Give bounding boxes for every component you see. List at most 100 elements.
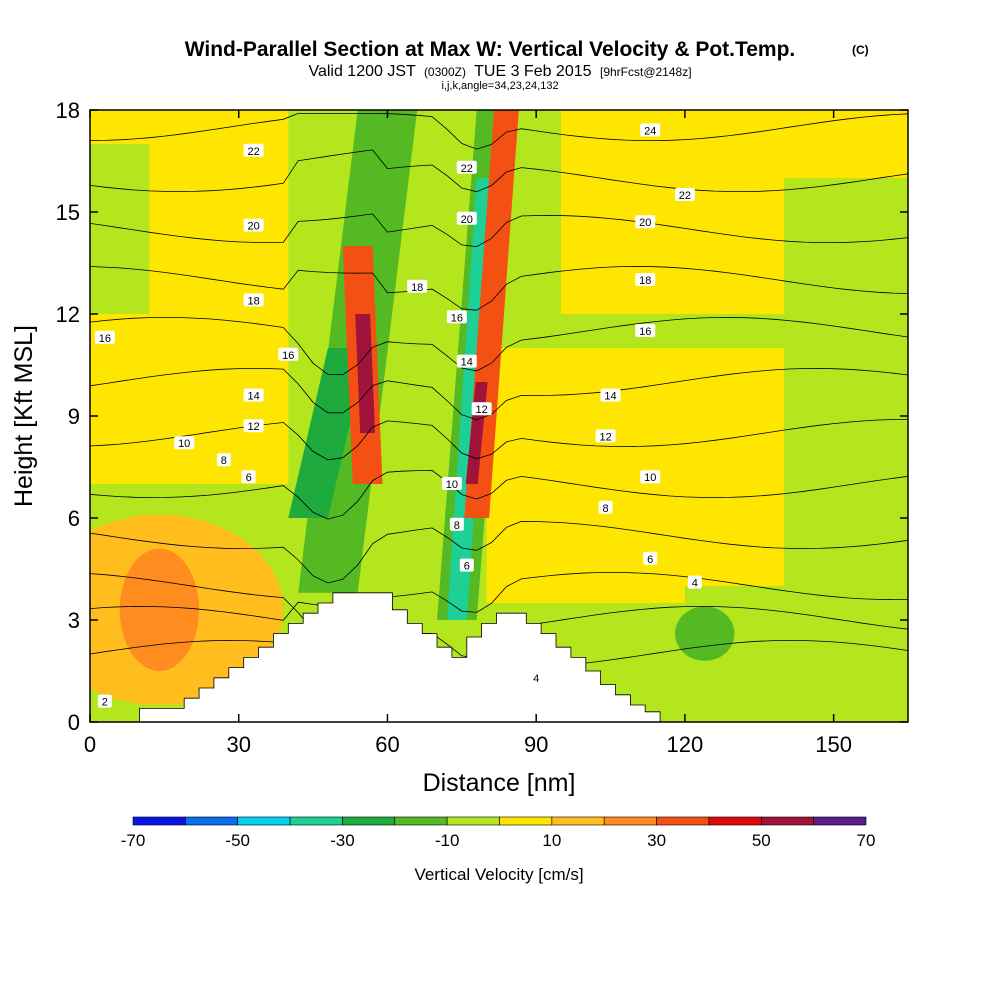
contour-label: 16: [278, 347, 299, 362]
contour-label: 8: [598, 500, 613, 515]
chart-title-mark: (C): [852, 43, 869, 57]
colorbar-swatch: [551, 816, 605, 826]
colorbar-swatch: [342, 816, 396, 826]
colorbar-tick-label: 30: [647, 831, 666, 850]
y-tick-label: 18: [56, 98, 80, 123]
plot-area: 2468101214161820222416468101214161820221…: [90, 110, 908, 722]
contour-label: 22: [456, 160, 477, 175]
svg-text:6: 6: [246, 472, 252, 484]
contour-label: 10: [441, 477, 462, 491]
subtitle-utc: (0300Z): [424, 65, 466, 79]
colorbar-tick-label: 10: [542, 831, 561, 850]
contour-label: 12: [471, 402, 492, 416]
subtitle-valid: Valid 1200 JST: [308, 63, 416, 80]
contour-label: 10: [640, 470, 661, 484]
svg-text:16: 16: [282, 350, 294, 362]
downdraft-blob: [674, 606, 735, 661]
svg-text:12: 12: [247, 421, 259, 433]
colorbar-tick-label: 70: [857, 831, 876, 850]
contour-label: 14: [243, 388, 264, 403]
colorbar-tick-label: -30: [330, 831, 355, 850]
theta-contour: [90, 419, 908, 461]
svg-text:10: 10: [644, 472, 656, 484]
y-tick-label: 3: [68, 608, 80, 633]
contour-label: 18: [407, 279, 428, 294]
svg-text:24: 24: [644, 125, 656, 137]
colorbar-swatch: [603, 816, 657, 826]
theta-contour: [90, 113, 908, 150]
contour-label: 20: [635, 215, 656, 229]
y-tick-label: 12: [56, 302, 80, 327]
svg-text:4: 4: [692, 578, 698, 590]
theta-contour: [90, 367, 908, 421]
svg-text:4: 4: [533, 673, 539, 685]
y-tick-label: 9: [68, 404, 80, 429]
colorbar-swatch: [394, 816, 448, 826]
svg-text:6: 6: [647, 554, 653, 566]
contour-label: 16: [446, 310, 467, 324]
velocity-band: [784, 178, 908, 586]
colorbar-swatch: [656, 816, 710, 826]
y-tick-label: 15: [56, 200, 80, 225]
contour-label: 4: [687, 575, 702, 590]
colorbar-tick-label: 50: [752, 831, 771, 850]
svg-text:8: 8: [221, 455, 227, 467]
svg-text:22: 22: [461, 163, 473, 175]
colorbar-tick-label: -70: [121, 831, 146, 850]
svg-text:2: 2: [102, 697, 108, 709]
colorbar-swatch: [708, 816, 762, 826]
theta-contour: [90, 149, 908, 193]
contour-label: 6: [241, 470, 256, 484]
contour-label: 8: [449, 517, 464, 532]
contour-label: 12: [595, 429, 616, 443]
svg-text:10: 10: [178, 438, 190, 450]
y-axis-label: Height [Kft MSL]: [10, 325, 38, 507]
contour-label: 6: [643, 551, 658, 566]
svg-text:6: 6: [464, 561, 470, 573]
contour-label: 22: [243, 143, 264, 158]
contour-label: 16: [635, 324, 656, 338]
chart-title: Wind-Parallel Section at Max W: Vertical…: [185, 38, 796, 61]
chart-subtitle: Valid 1200 JST (0300Z) TUE 3 Feb 2015 [9…: [308, 63, 691, 80]
contour-label: 18: [635, 273, 656, 287]
x-tick-label: 120: [667, 732, 704, 757]
x-tick-label: 30: [226, 732, 250, 757]
colorbar-label: Vertical Velocity [cm/s]: [414, 865, 583, 884]
contour-label: 22: [674, 188, 695, 202]
contour-label: 4: [529, 670, 544, 685]
downdraft-core: [288, 348, 368, 518]
svg-text:12: 12: [476, 404, 488, 416]
svg-text:14: 14: [461, 357, 473, 369]
svg-text:20: 20: [247, 221, 259, 233]
updraft-core: [355, 314, 376, 433]
theta-contour: [90, 469, 908, 520]
velocity-band: [90, 144, 150, 314]
svg-text:16: 16: [99, 333, 111, 345]
svg-text:20: 20: [639, 217, 651, 229]
svg-text:12: 12: [599, 431, 611, 443]
x-tick-label: 150: [815, 732, 852, 757]
colorbar-swatch: [185, 816, 239, 826]
svg-text:18: 18: [411, 282, 423, 294]
x-tick-label: 90: [524, 732, 548, 757]
colorbar: -70 -50 -30 -10 10 30 50 70: [121, 816, 876, 850]
svg-text:10: 10: [446, 479, 458, 491]
theta-contour: [90, 265, 908, 311]
svg-text:18: 18: [247, 295, 259, 307]
y-tick-label: 0: [68, 710, 80, 735]
colorbar-swatch: [446, 816, 500, 826]
contour-label: 10: [174, 436, 195, 450]
contour-label: 12: [243, 419, 264, 433]
x-tick-label: 0: [84, 732, 96, 757]
subtitle-index: i,j,k,angle=34,23,24,132: [441, 80, 558, 92]
svg-text:14: 14: [604, 391, 616, 403]
theta-contour: [90, 520, 908, 584]
svg-text:20: 20: [461, 214, 473, 226]
contour-label: 18: [243, 293, 264, 307]
x-tick-label: 60: [375, 732, 399, 757]
colorbar-swatch: [237, 816, 291, 826]
svg-text:22: 22: [247, 146, 259, 158]
colorbar-swatch: [760, 816, 814, 826]
svg-text:16: 16: [451, 312, 463, 324]
